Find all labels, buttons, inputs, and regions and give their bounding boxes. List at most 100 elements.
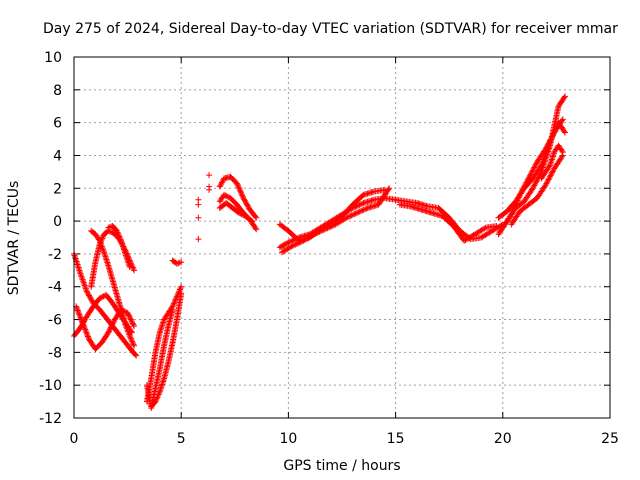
- data-point: [114, 229, 121, 236]
- data-point: [238, 191, 245, 198]
- data-point: [363, 205, 370, 212]
- data-point: [344, 214, 351, 221]
- data-point: [507, 212, 514, 219]
- data-point: [508, 211, 515, 218]
- data-point: [299, 238, 306, 245]
- data-point: [115, 232, 122, 239]
- data-point: [129, 319, 136, 326]
- data-point: [105, 224, 112, 231]
- data-point: [107, 324, 114, 331]
- data-point: [355, 202, 362, 209]
- data-point: [78, 322, 85, 329]
- data-point: [219, 178, 226, 185]
- data-point: [524, 178, 531, 185]
- data-point: [510, 205, 517, 212]
- data-point: [178, 259, 185, 266]
- data-point: [175, 290, 182, 297]
- data-point: [98, 294, 105, 301]
- data-point: [236, 185, 243, 192]
- data-point: [241, 197, 248, 204]
- data-point: [532, 179, 539, 186]
- data-point: [510, 207, 517, 214]
- data-point: [115, 230, 122, 237]
- data-point: [327, 223, 334, 230]
- chart-title: Day 275 of 2024, Sidereal Day-to-day VTE…: [43, 21, 618, 37]
- data-point: [511, 204, 518, 211]
- data-point: [172, 297, 179, 304]
- data-point: [514, 197, 521, 204]
- data-point: [252, 225, 259, 232]
- data-point: [513, 200, 520, 207]
- data-point: [176, 259, 183, 266]
- data-point: [315, 229, 322, 236]
- y-tick-label: -10: [39, 378, 62, 394]
- data-point: [329, 222, 336, 229]
- data-point: [356, 208, 363, 215]
- y-tick-label: 8: [53, 83, 62, 99]
- data-point: [95, 236, 102, 243]
- data-point: [169, 306, 176, 313]
- data-point: [320, 226, 327, 233]
- data-point: [515, 196, 522, 203]
- data-point: [206, 186, 213, 193]
- data-point: [296, 239, 303, 246]
- data-point: [349, 211, 356, 218]
- data-point: [131, 342, 138, 349]
- data-point: [519, 186, 526, 193]
- series-arc-j: [169, 257, 185, 267]
- y-tick-label: -8: [48, 345, 62, 361]
- data-point: [362, 206, 369, 213]
- y-tick-label: 0: [53, 214, 62, 230]
- data-point: [286, 238, 293, 245]
- data-point: [561, 128, 568, 135]
- data-point: [522, 180, 529, 187]
- data-point: [99, 246, 106, 253]
- data-point: [348, 212, 355, 219]
- data-point: [84, 333, 91, 340]
- data-point: [240, 195, 247, 202]
- y-tick-label: 6: [53, 116, 62, 132]
- data-point: [530, 183, 537, 190]
- data-point: [543, 180, 550, 187]
- data-point: [359, 200, 366, 207]
- data-point: [239, 211, 246, 218]
- data-point: [509, 208, 516, 215]
- data-point: [519, 187, 526, 194]
- data-point: [98, 243, 105, 250]
- data-point: [111, 317, 118, 324]
- data-point: [516, 193, 523, 200]
- data-point: [561, 94, 568, 101]
- data-point: [195, 214, 202, 221]
- data-point: [549, 169, 556, 176]
- data-point: [529, 168, 536, 175]
- data-point: [345, 213, 352, 220]
- data-point: [129, 338, 136, 345]
- data-point: [512, 203, 519, 210]
- data-point: [173, 294, 180, 301]
- data-point: [343, 214, 350, 221]
- data-point: [516, 191, 523, 198]
- data-point: [531, 181, 538, 188]
- data-point: [313, 229, 320, 236]
- data-point: [248, 218, 255, 225]
- data-point: [354, 209, 361, 216]
- data-point: [81, 325, 88, 332]
- series-rise-d: [508, 152, 566, 228]
- data-point: [223, 193, 230, 200]
- data-point: [559, 149, 566, 156]
- data-point: [285, 239, 292, 246]
- data-point: [341, 215, 348, 222]
- series-rise-c: [499, 116, 566, 231]
- y-tick-label: 10: [44, 50, 62, 66]
- data-point: [253, 214, 260, 221]
- data-point: [122, 322, 129, 329]
- data-point: [128, 337, 135, 344]
- data-point: [539, 159, 546, 166]
- data-point: [84, 289, 91, 296]
- x-axis-label: GPS time / hours: [283, 458, 400, 474]
- data-point: [323, 225, 330, 232]
- data-point: [515, 194, 522, 201]
- x-tick-label: 25: [601, 431, 619, 447]
